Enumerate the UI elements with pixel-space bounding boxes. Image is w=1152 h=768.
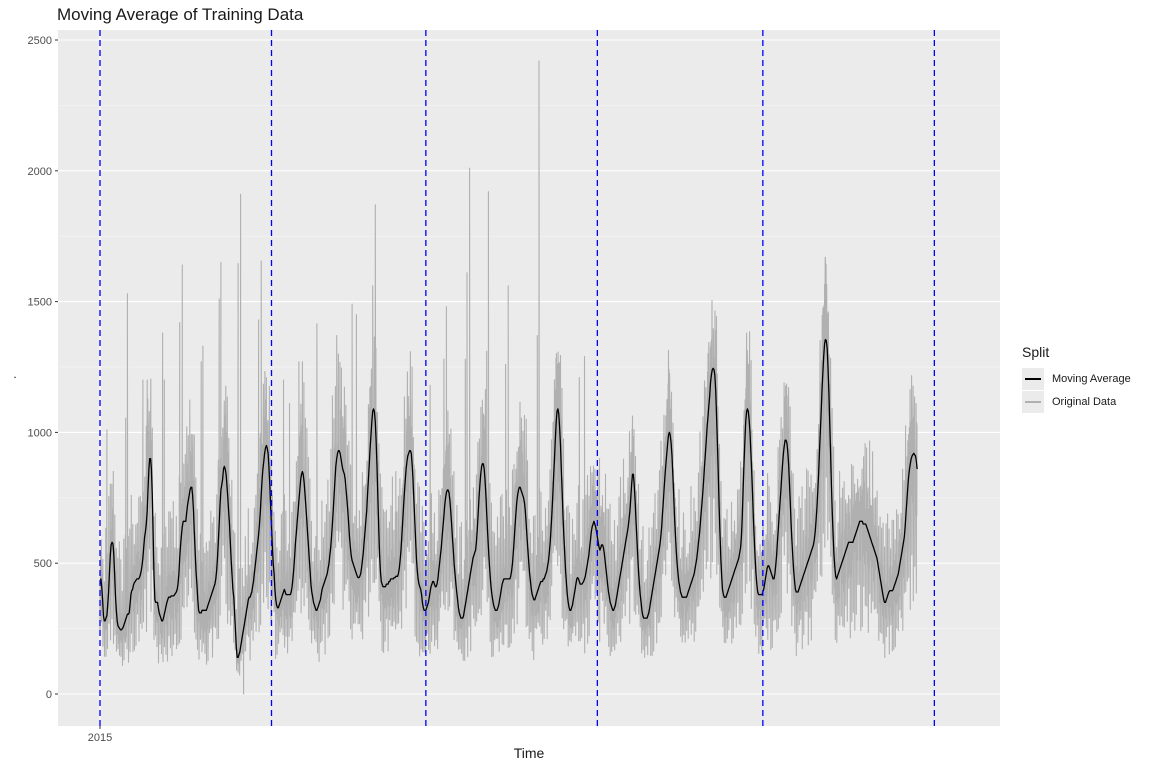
line-original-data	[99, 60, 918, 695]
y-tick-label: 0	[46, 689, 52, 701]
y-tick-label: 2000	[28, 166, 52, 178]
y-tick-label: 500	[34, 558, 52, 570]
legend-item-original-data: Original Data	[1022, 390, 1131, 413]
legend-key-moving-average	[1022, 367, 1044, 390]
line-moving-average	[99, 338, 918, 659]
legend-key-original-data	[1022, 390, 1044, 413]
legend-title: Split	[1022, 344, 1050, 360]
legend: Split Moving Average Original Data	[1022, 344, 1131, 413]
y-tick-label: 2500	[28, 35, 52, 47]
series-original-data	[99, 60, 918, 695]
y-axis: 0 500 1000 1500 2000 2500	[28, 35, 58, 701]
x-axis: 2015	[88, 726, 112, 744]
series-moving-average	[99, 338, 918, 659]
minor-gridlines	[58, 105, 1000, 629]
y-tick-label: 1000	[28, 427, 52, 439]
legend-label-original-data: Original Data	[1052, 395, 1117, 408]
legend-swatch-moving-average	[1025, 377, 1041, 380]
x-tick-label: 2015	[88, 732, 112, 744]
chart-title: Moving Average of Training Data	[57, 5, 304, 24]
legend-swatch-original-data	[1025, 400, 1041, 403]
y-tick-label: 1500	[28, 297, 52, 309]
legend-label-moving-average: Moving Average	[1052, 372, 1131, 385]
legend-item-moving-average: Moving Average	[1022, 367, 1131, 390]
x-axis-label: Time	[514, 745, 545, 761]
y-axis-label: .	[13, 367, 16, 381]
split-markers	[99, 30, 935, 726]
